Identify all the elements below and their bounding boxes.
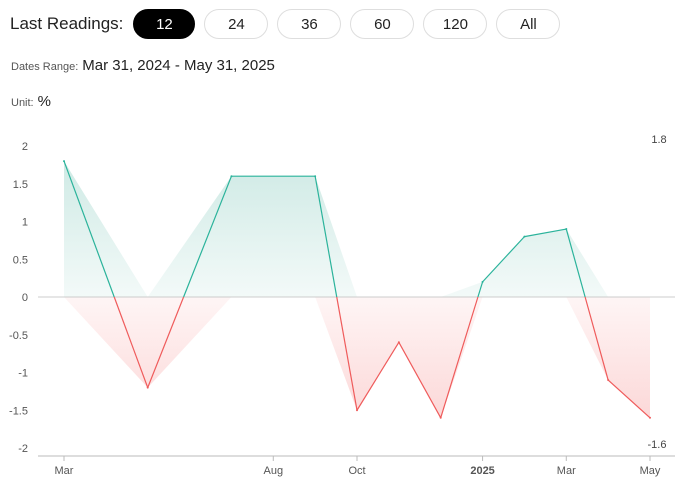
readings-option-24[interactable]: 24 — [204, 9, 269, 39]
y-tick-label: 1.5 — [13, 179, 28, 191]
y-tick-label: -1 — [18, 368, 28, 380]
y-tick-label: -2 — [18, 443, 28, 455]
readings-option-all[interactable]: All — [496, 9, 561, 39]
data-point — [439, 416, 442, 419]
series-segment — [607, 379, 651, 419]
data-point — [523, 235, 526, 238]
data-point — [397, 341, 400, 344]
x-tick-label: Mar — [557, 465, 576, 477]
series-segment — [147, 296, 185, 388]
series-segment — [440, 296, 479, 418]
readings-option-36[interactable]: 36 — [277, 9, 342, 39]
series-segment — [314, 176, 338, 298]
chart-container: 2 1.5 1 0.5 0 -0.5 -1 -1.5 -2 Mar Aug Oct 2025 Mar May… — [0, 120, 675, 489]
dates-range-label: Dates Range: — [11, 61, 79, 73]
readings-option-12[interactable]: 12 — [133, 9, 196, 39]
min-value-label: -1.6 — [648, 439, 667, 451]
y-tick-label: -1.5 — [9, 405, 28, 417]
data-point — [607, 379, 610, 382]
unit-label: Unit: — [11, 97, 34, 109]
series-segment — [565, 228, 586, 298]
dates-range: Dates Range: Mar 31, 2024 - May 31, 2025 — [11, 57, 275, 74]
y-tick-label: 1 — [22, 217, 28, 229]
unit: Unit: % — [11, 93, 51, 110]
series-segment — [336, 296, 358, 411]
x-tick-label: Mar — [55, 465, 74, 477]
data-point — [481, 280, 484, 283]
series-segment — [113, 296, 149, 388]
y-tick-label: 0.5 — [13, 254, 28, 266]
series-segment — [584, 296, 609, 381]
data-point — [649, 416, 651, 419]
readings-label: Last Readings: — [10, 14, 124, 33]
x-tick-label: May — [640, 465, 661, 477]
negative-area — [64, 297, 650, 418]
readings-selector: Last Readings: 12 24 36 60 120 All — [10, 8, 561, 40]
readings-option-60[interactable]: 60 — [350, 9, 415, 39]
data-point — [565, 228, 568, 231]
series-segment — [477, 281, 484, 298]
unit-value: % — [37, 93, 51, 110]
data-point — [146, 386, 149, 389]
series-segment — [63, 160, 115, 298]
series-segment — [356, 341, 400, 411]
x-tick-label: Aug — [263, 465, 283, 477]
series-segment — [524, 228, 567, 238]
data-point — [314, 175, 317, 178]
x-tick-label: Oct — [348, 465, 365, 477]
series-segment — [183, 175, 232, 298]
y-tick-label: 0 — [22, 292, 28, 304]
dates-range-value: Mar 31, 2024 - May 31, 2025 — [82, 57, 275, 74]
x-tick-label: 2025 — [470, 465, 494, 477]
positive-area — [64, 161, 650, 297]
data-point — [356, 409, 358, 412]
max-value-label: 1.8 — [651, 134, 666, 146]
data-point — [230, 175, 233, 178]
data-point — [63, 160, 65, 163]
series-segment — [398, 342, 442, 419]
readings-options: 12 24 36 60 120 All — [133, 9, 561, 39]
y-tick-label: -0.5 — [9, 330, 28, 342]
y-tick-label: 2 — [22, 141, 28, 153]
readings-option-120[interactable]: 120 — [423, 9, 488, 39]
area-chart: 2 1.5 1 0.5 0 -0.5 -1 -1.5 -2 Mar Aug Oct 2025 Mar May… — [9, 134, 675, 477]
series-segment — [482, 236, 525, 283]
